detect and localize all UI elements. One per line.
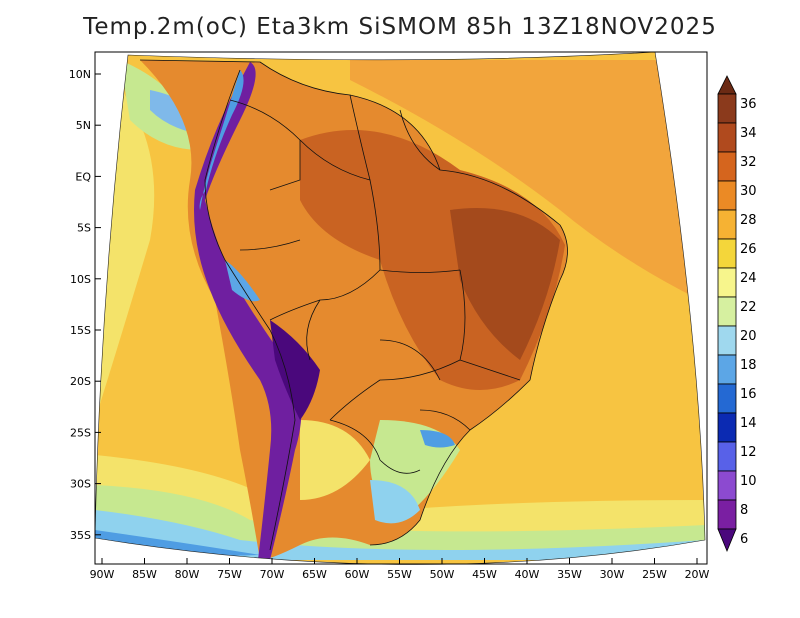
lat-label: EQ (75, 170, 91, 183)
colorbar-label: 28 (740, 213, 757, 228)
colorbar-label: 24 (740, 271, 757, 286)
colorbar-bottom-arrow (717, 528, 737, 553)
colorbar-box (717, 296, 737, 327)
colorbar-box (717, 209, 737, 240)
latitude-axis: 10N 5N EQ 5S 10S 15S 20S 25S 30S 35S (69, 68, 101, 542)
lon-label: 40W (515, 568, 540, 581)
colorbar-label: 26 (740, 242, 757, 257)
lat-label: 30S (70, 478, 91, 491)
colorbar-box (717, 383, 737, 414)
colorbar-label: 30 (740, 184, 757, 199)
colorbar-box (717, 151, 737, 182)
lat-label: 35S (70, 529, 91, 542)
colorbar-box (717, 470, 737, 501)
land (140, 60, 568, 560)
andes-cold (194, 62, 302, 560)
lat-label: 5S (77, 222, 91, 235)
colorbar-box (717, 441, 737, 472)
lon-label: 75W (217, 568, 242, 581)
lon-label: 50W (430, 568, 455, 581)
colorbar: 36 34 32 30 28 26 24 22 20 18 16 14 12 10 8 6 (717, 75, 757, 553)
longitude-axis: 90W 85W 80W 75W 70W 65W 60W 55W 50W 45W 40W 35W 30W 2… (90, 558, 710, 581)
map-title: Temp.2m(oC) Eta3km SiSMOM 85h 13Z18NOV20… (83, 14, 717, 40)
lon-label: 60W (345, 568, 370, 581)
lat-label: 15S (70, 324, 91, 337)
lon-label: 45W (472, 568, 497, 581)
warm-atlantic (350, 60, 700, 300)
colorbar-label: 32 (740, 155, 757, 170)
colorbar-label: 16 (740, 387, 757, 402)
colorbar-box (717, 93, 737, 124)
map-frame (94, 51, 708, 565)
lon-label: 85W (132, 568, 157, 581)
lon-label: 30W (600, 568, 625, 581)
colorbar-label: 34 (740, 126, 757, 141)
andes-flank (225, 260, 260, 302)
cold-serra (420, 430, 455, 448)
colorbar-box (717, 412, 737, 443)
colorbar-label: 14 (740, 416, 757, 431)
lon-label: 80W (175, 568, 200, 581)
lat-label: 10S (70, 273, 91, 286)
andes-north-edge (199, 70, 244, 210)
lon-label: 25W (642, 568, 667, 581)
lon-label: 90W (90, 568, 115, 581)
very-hot-northeast (450, 208, 560, 360)
colorbar-label: 20 (740, 329, 757, 344)
lat-label: 25S (70, 426, 91, 439)
lon-label: 55W (387, 568, 412, 581)
colorbar-box (717, 122, 737, 153)
south-cold (95, 510, 705, 560)
colorbar-label: 6 (740, 532, 748, 547)
lat-label: 10N (69, 68, 91, 81)
lon-label: 70W (260, 568, 285, 581)
borders (139, 59, 568, 551)
colorbar-top-arrow (717, 75, 737, 95)
mild-argentina (300, 420, 370, 500)
colorbar-box (717, 325, 737, 356)
colorbar-box (717, 238, 737, 269)
altiplano (270, 320, 320, 420)
lat-label: 20S (70, 375, 91, 388)
colorbar-label: 12 (740, 445, 757, 460)
colorbar-box (717, 267, 737, 298)
colorbar-label: 10 (740, 474, 757, 489)
lat-label: 5N (76, 119, 91, 132)
cold-uruguay (370, 480, 420, 524)
domain-outline (94, 51, 706, 565)
colorbar-label: 8 (740, 503, 748, 518)
colorbar-label: 18 (740, 358, 757, 373)
colorbar-box (717, 354, 737, 385)
lon-label: 65W (302, 568, 327, 581)
colorbar-label: 36 (740, 97, 757, 112)
lon-label: 35W (557, 568, 582, 581)
colorbar-box (717, 180, 737, 211)
lon-label: 20W (685, 568, 710, 581)
colorbar-box (717, 499, 737, 530)
colorbar-label: 22 (740, 300, 757, 315)
